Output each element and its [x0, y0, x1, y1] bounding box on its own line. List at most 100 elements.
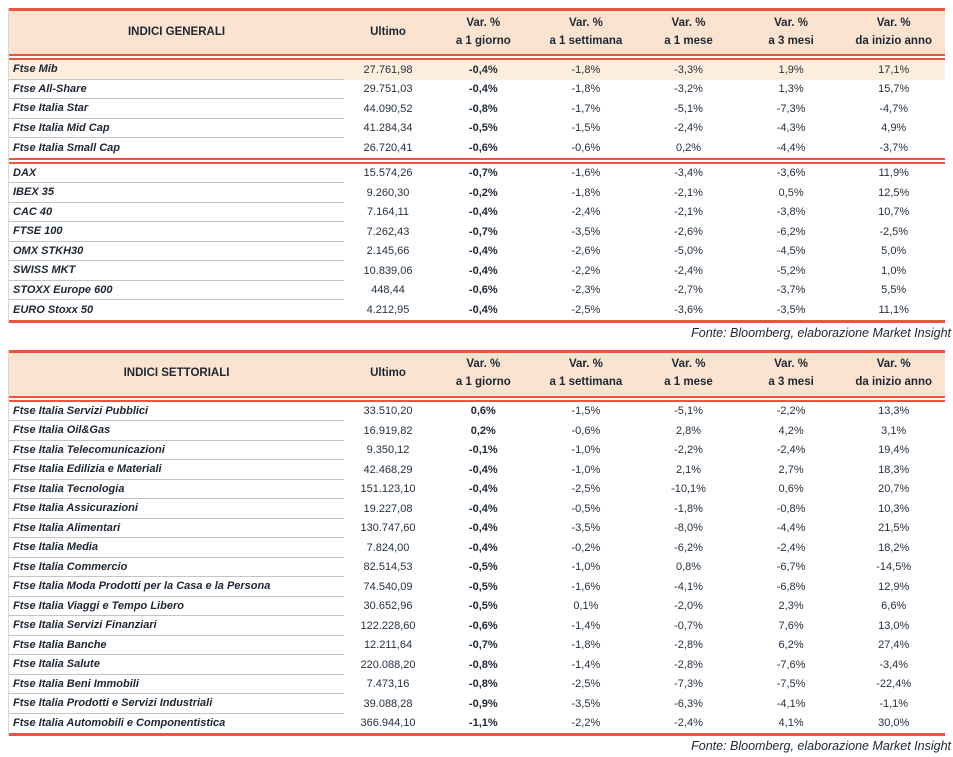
var-value-5: 6,6% [881, 600, 907, 613]
var-value-1: -0,4% [468, 541, 498, 554]
index-name: Ftse Italia Assicurazioni [9, 499, 344, 519]
red-rule-bar [9, 161, 945, 164]
var-value-5: 18,3% [878, 463, 910, 476]
var-value-3: -4,1% [674, 580, 703, 593]
top-red-rule [9, 8, 945, 11]
var-value-3: 0,2% [675, 141, 702, 154]
var-value-5: 13,0% [878, 619, 910, 632]
var-value-5: -1,1% [879, 697, 909, 710]
table-row: FTSE 100 7.262,43 -0,7% -3,5% -2,6% -6,2% -2,5… [9, 222, 945, 242]
table-header-row: INDICI GENERALI Ultimo Var. % a 1 giorno Var… [9, 11, 945, 54]
var-value-5: -2,5% [879, 225, 909, 238]
ultimo-value: 12.211,64 [363, 639, 413, 652]
table-row: Ftse Italia Moda Prodotti per la Casa e … [9, 577, 945, 597]
indici-settoriali-table: INDICI SETTORIALI Ultimo Var. % a 1 giorno V… [8, 349, 945, 736]
var-value-1: -0,5% [468, 600, 498, 613]
var-value-5: 12,9% [878, 580, 910, 593]
table-row: Ftse Italia Telecomunicazioni 9.350,12 -0,… [9, 441, 945, 460]
var-value-5: 18,2% [878, 541, 910, 554]
table-row: Ftse Italia Alimentari 130.747,60 -0,4% -3,… [9, 519, 945, 538]
var-header-line2: a 1 settimana [549, 34, 623, 47]
var-value-2: -2,4% [571, 206, 601, 219]
var-value-3: -3,4% [674, 167, 703, 180]
var-value-5: 10,3% [878, 502, 910, 515]
var-column-header-4: Var. % a 3 mesi [740, 15, 843, 51]
index-name: IBEX 35 [9, 183, 344, 203]
index-name: Ftse Italia Servizi Finanziari [9, 616, 344, 636]
var-value-5: 21,5% [878, 522, 910, 535]
var-value-3: -2,1% [674, 206, 703, 219]
var-value-2: -1,0% [571, 561, 601, 574]
index-name: Ftse Italia Prodotti e Servizi Industria… [9, 694, 344, 714]
source-note: Fonte: Bloomberg, elaborazione Market In… [691, 325, 951, 340]
var-value-3: -2,7% [674, 284, 703, 297]
var-value-4: 4,1% [778, 717, 804, 730]
ultimo-value: 42.468,29 [363, 463, 413, 476]
var-header-line2: a 3 mesi [768, 376, 814, 388]
var-value-4: -2,4% [776, 541, 806, 554]
var-value-1: -0,5% [468, 561, 498, 574]
var-header-line2: a 1 settimana [549, 376, 623, 388]
var-value-2: -1,5% [571, 122, 601, 135]
var-value-3: -3,3% [674, 63, 703, 76]
red-rule-bar [9, 395, 945, 398]
ultimo-value: 10.839,06 [363, 264, 413, 277]
var-value-1: -0,4% [468, 245, 498, 258]
table-row: Ftse Italia Viaggi e Tempo Libero 30.652,… [9, 597, 945, 616]
var-value-5: -3,7% [879, 141, 909, 154]
var-value-1: -0,4% [468, 522, 498, 535]
var-header-line1: Var. % [568, 358, 603, 371]
red-rule-bar [9, 157, 945, 160]
table-title: INDICI SETTORIALI [123, 367, 230, 380]
var-value-2: -2,2% [571, 717, 601, 730]
var-value-3: 2,8% [675, 424, 702, 437]
var-value-1: -0,7% [468, 167, 498, 180]
ultimo-value: 151.123,10 [360, 483, 416, 496]
var-value-5: 17,1% [878, 63, 910, 76]
var-value-2: -1,8% [571, 186, 601, 199]
var-value-2: -2,5% [571, 483, 601, 496]
ultimo-column-header: Ultimo [370, 25, 406, 38]
var-value-1: -0,8% [468, 658, 498, 671]
var-column-header-2: Var. % a 1 settimana [535, 356, 638, 392]
var-value-2: -2,5% [571, 678, 601, 691]
index-name: Ftse Italia Star [9, 99, 344, 119]
var-value-5: 12,5% [878, 186, 910, 199]
index-name: Ftse Italia Tecnologia [9, 480, 344, 499]
var-value-2: -2,3% [571, 284, 601, 297]
red-rule-gap [9, 397, 945, 400]
index-name: Ftse Italia Salute [9, 655, 344, 675]
table-row: Ftse Italia Media 7.824,00 -0,4% -0,2% -6,2%… [9, 538, 945, 558]
ultimo-value: 26.720,41 [363, 141, 413, 154]
var-value-5: 11,1% [878, 303, 909, 316]
ultimo-value: 7.824,00 [366, 541, 410, 554]
var-column-header-5: Var. % da inizio anno [842, 356, 945, 392]
var-value-3: -2,8% [674, 658, 703, 671]
var-header-line1: Var. % [568, 16, 603, 29]
var-value-4: -2,4% [776, 444, 806, 457]
var-value-3: -3,6% [674, 303, 703, 316]
source-note: Fonte: Bloomberg, elaborazione Market In… [691, 739, 951, 753]
var-value-4: 1,9% [778, 63, 804, 76]
var-value-4: -4,4% [776, 141, 806, 154]
table-title: INDICI GENERALI [127, 25, 226, 38]
var-value-1: -0,4% [468, 83, 498, 96]
ultimo-value: 4.212,95 [366, 303, 410, 316]
var-value-2: -1,7% [571, 102, 601, 115]
var-value-1: -0,6% [468, 284, 498, 297]
var-value-1: -0,4% [468, 483, 498, 496]
var-value-2: -1,5% [571, 405, 601, 418]
var-value-1: -0,9% [468, 697, 498, 710]
table-row: Ftse Italia Servizi Pubblici 33.510,20 0,6… [9, 402, 945, 421]
red-rule-bar [9, 58, 945, 60]
var-value-5: 5,0% [881, 245, 907, 258]
var-value-2: -2,2% [571, 264, 601, 277]
var-value-2: -1,0% [571, 444, 601, 457]
red-rule-gap [9, 159, 945, 162]
table-row: Ftse Italia Star 44.090,52 -0,8% -1,7% -5,1%… [9, 99, 945, 119]
ultimo-value: 74.540,09 [363, 580, 413, 593]
var-value-1: -1,1% [468, 717, 498, 730]
var-value-2: -0,6% [571, 424, 601, 437]
var-header-line2: da inizio anno [855, 34, 933, 47]
table-row: Ftse Italia Small Cap 26.720,41 -0,6% -0,6%… [9, 138, 945, 158]
